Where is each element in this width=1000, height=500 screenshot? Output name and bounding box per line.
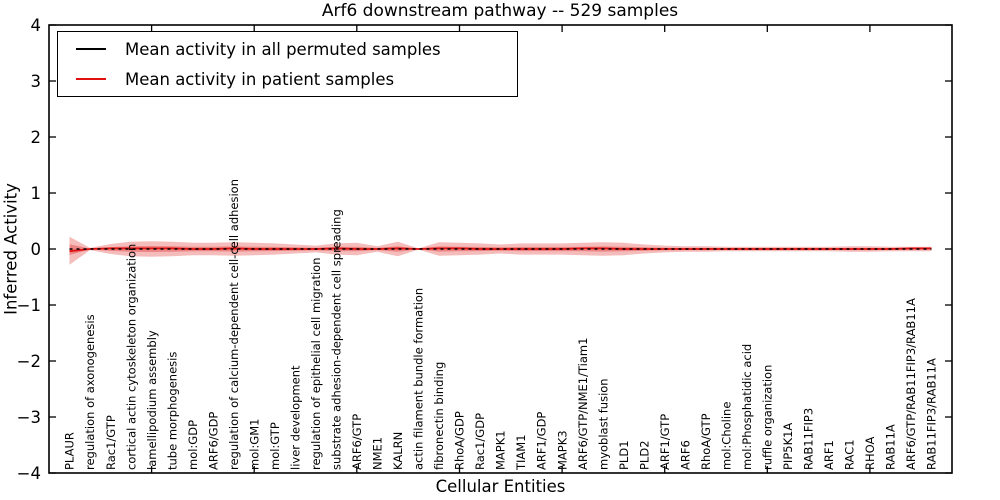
x-tick-label-entity: ARF6/GTP/NME1/Tiam1	[576, 338, 590, 470]
permuted-line-swatch-icon	[76, 48, 106, 50]
x-tick-label-entity: RAC1	[843, 439, 857, 470]
y-tick-label: 4	[31, 16, 42, 35]
y-axis-label: Inferred Activity	[1, 183, 21, 315]
patient-activity-band-outer	[69, 236, 932, 265]
x-tick-label-entity: mol:Phosphatidic acid	[740, 344, 754, 470]
x-tick-label-entity: Rac1/GDP	[473, 413, 487, 470]
x-tick-label-entity: cortical actin cytoskeleton organization	[124, 244, 138, 470]
legend-item-patient: Mean activity in patient samples	[58, 65, 517, 93]
legend-item-permuted: Mean activity in all permuted samples	[58, 35, 517, 63]
x-tick-label-entity: liver development	[289, 365, 303, 470]
x-tick-label-entity: regulation of axonogenesis	[83, 314, 97, 470]
y-tick-label: 3	[31, 72, 42, 91]
x-tick-label-entity: Rac1/GTP	[104, 415, 118, 470]
x-tick-label-entity: mol:Choline	[720, 402, 734, 470]
x-tick-label-entity: PLD1	[617, 440, 631, 470]
y-tick-label: −2	[17, 352, 41, 371]
y-tick-label: −4	[17, 464, 41, 483]
x-tick-label-entity: PLD2	[637, 440, 651, 470]
x-tick-label-entity: MAPK1	[494, 430, 508, 470]
y-tick-label: 0	[31, 240, 42, 259]
x-tick-label-entity: fibronectin binding	[432, 362, 446, 470]
x-tick-label-entity: ARF1/GTP	[658, 414, 672, 470]
y-tick-label: −3	[17, 408, 41, 427]
chart-title: Arf6 downstream pathway -- 529 samples	[321, 1, 679, 21]
y-tick-label: −1	[17, 296, 41, 315]
x-tick-label-entity: RAB11FIP3/RAB11A	[925, 358, 939, 470]
x-tick-label-entity: RhoA/GTP	[699, 413, 713, 470]
x-tick-label-entity: NME1	[371, 437, 385, 470]
x-tick-label-entity: ruffle organization	[761, 365, 775, 470]
x-tick-label-entity: mol:GTP	[268, 422, 282, 470]
x-tick-label-entity: MAPK3	[555, 430, 569, 470]
legend-label-permuted: Mean activity in all permuted samples	[125, 39, 441, 59]
x-tick-label-entity: tube morphogenesis	[165, 352, 179, 470]
x-tick-label-entity: lamellipodium assembly	[145, 330, 159, 470]
x-tick-label-entity: PIP5K1A	[781, 423, 795, 470]
x-tick-label-entity: mol:GM1	[247, 419, 261, 470]
x-tick-label-entity: PLAUR	[63, 432, 77, 470]
x-tick-label-entity: ARF6/GTP	[350, 414, 364, 470]
x-tick-label-entity: regulation of calcium-dependent cell-cel…	[227, 179, 241, 470]
x-tick-label-entity: ARF1/GDP	[535, 412, 549, 470]
x-tick-label-entity: RAB11FIP3	[802, 408, 816, 470]
x-tick-label-entity: ARF1	[822, 440, 836, 470]
x-tick-label-entity: RhoA/GDP	[453, 411, 467, 470]
legend-label-patient: Mean activity in patient samples	[125, 69, 395, 89]
x-tick-label-entity: actin filament bundle formation	[412, 288, 426, 470]
x-tick-label-entity: TIAM1	[514, 434, 528, 471]
x-tick-label-entity: myoblast fusion	[596, 378, 610, 470]
x-tick-label-entity: substrate adhesion-dependent cell spread…	[330, 209, 344, 470]
x-tick-label-entity: ARF6/GDP	[206, 412, 220, 470]
x-tick-label-entity: regulation of epithelial cell migration	[309, 258, 323, 470]
patient-line-swatch-icon	[76, 78, 106, 80]
y-tick-label: 2	[31, 128, 42, 147]
y-tick-label: 1	[31, 184, 42, 203]
x-axis-label: Cellular Entities	[435, 477, 566, 496]
x-tick-label-entity: ARF6	[678, 440, 692, 470]
x-tick-label-entity: KALRN	[391, 432, 405, 470]
x-tick-label-entity: ARF6/GTP/RAB11FIP3/RAB11A	[904, 298, 918, 470]
patient-mean-line	[69, 247, 932, 253]
x-tick-label-entity: RAB11A	[884, 424, 898, 470]
legend-box: Mean activity in all permuted samples Me…	[57, 31, 518, 97]
x-tick-label-entity: RHOA	[863, 437, 877, 470]
x-tick-label-entity: mol:GDP	[186, 420, 200, 470]
